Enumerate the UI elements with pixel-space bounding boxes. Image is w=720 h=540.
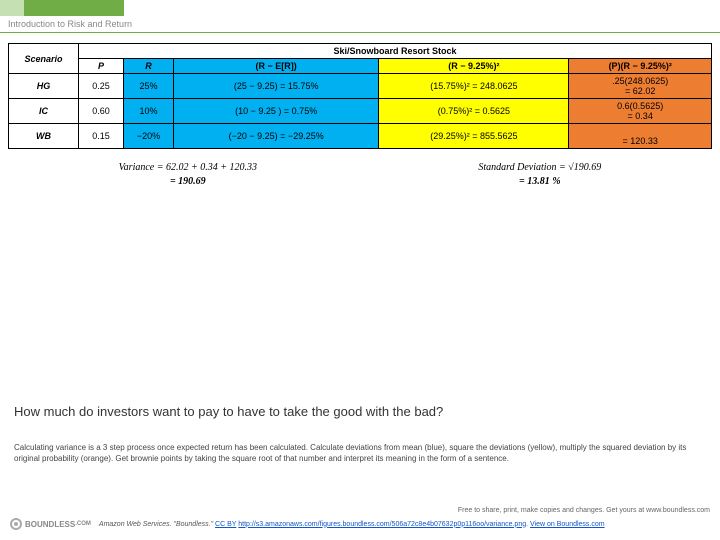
page-title: Introduction to Risk and Return xyxy=(0,16,720,33)
description-text: Calculating variance is a 3 step process… xyxy=(0,439,720,468)
question-text: How much do investors want to pay to hav… xyxy=(0,398,720,425)
main-content: Scenario Ski/Snowboard Resort Stock P R … xyxy=(0,33,720,211)
col-r: R xyxy=(124,59,174,74)
citation-text: Amazon Web Services. "Boundless." CC BY … xyxy=(99,521,605,528)
table-row: HG 0.25 25% (25 − 9.25) = 15.75% (15.75%… xyxy=(9,74,712,99)
table-row: WB 0.15 −20% (−20 − 9.25) = −29.25% (29.… xyxy=(9,124,712,149)
col-scenario: Scenario xyxy=(9,44,79,74)
footer: Free to share, print, make copies and ch… xyxy=(0,507,720,530)
footer-free-text: Free to share, print, make copies and ch… xyxy=(10,507,710,514)
col-p: P xyxy=(79,59,124,74)
col-dev: (R − E[R]) xyxy=(174,59,379,74)
col-contrib: (P)(R − 9.25%)² xyxy=(569,59,712,74)
boundless-logo: BOUNDLESS.COM xyxy=(10,518,91,530)
row-label: WB xyxy=(9,124,79,149)
variance-formula: Variance = 62.02 + 0.34 + 120.33= 190.69 xyxy=(119,161,257,189)
table-row: IC 0.60 10% (10 − 9.25 ) = 0.75% (0.75%)… xyxy=(9,99,712,124)
view-link[interactable]: View on Boundless.com xyxy=(530,521,605,528)
table-title: Ski/Snowboard Resort Stock xyxy=(79,44,712,59)
footer-citation: BOUNDLESS.COM Amazon Web Services. "Boun… xyxy=(10,518,710,530)
resort-table: Scenario Ski/Snowboard Resort Stock P R … xyxy=(8,43,712,149)
formula-row: Variance = 62.02 + 0.34 + 120.33= 190.69… xyxy=(8,161,712,189)
logo-icon xyxy=(10,518,22,530)
header-accent-bar xyxy=(0,0,720,16)
row-label: HG xyxy=(9,74,79,99)
accent-rest xyxy=(124,0,720,16)
stddev-formula: Standard Deviation = √190.69= 13.81 % xyxy=(478,161,601,189)
cc-link[interactable]: CC BY xyxy=(215,521,236,528)
accent-green xyxy=(24,0,124,16)
source-url-link[interactable]: http://s3.amazonaws.com/figures.boundles… xyxy=(238,521,526,528)
accent-light xyxy=(0,0,24,16)
col-sq: (R − 9.25%)² xyxy=(379,59,569,74)
row-label: IC xyxy=(9,99,79,124)
